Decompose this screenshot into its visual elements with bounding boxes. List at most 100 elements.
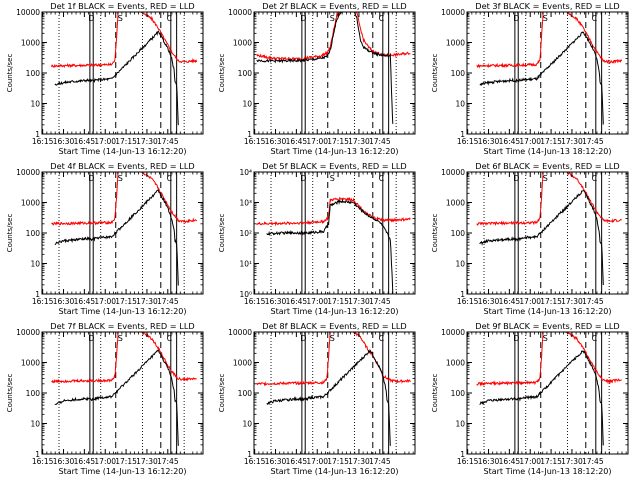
panel-det-9: Det 9f BLACK = Events, RED = LLD D S C 1 10 10… — [431, 321, 629, 476]
panel-det-2: Det 2f BLACK = Events, RED = LLD D S C 1 10 10… — [218, 1, 416, 156]
y-tick-label-4-2: 100 — [26, 229, 41, 238]
y-tick-label-6-0: 1 — [460, 290, 465, 299]
x-tick-label-4-6: 17:45 — [157, 297, 179, 306]
annotation-8-2: C — [379, 334, 385, 343]
y-tick-label-3-1: 10 — [455, 100, 465, 109]
y-tick-label-1-3: 1000 — [21, 39, 40, 48]
y-tick-label-7-0: 1 — [35, 450, 40, 459]
x-axis-label-3: Start Time (14-Jun-13 18:12:20) — [484, 147, 612, 156]
lld-series-8 — [256, 332, 411, 387]
x-tick-label-6-0: 16:15 — [457, 297, 479, 306]
annotation-6-0: D — [513, 174, 519, 183]
x-tick-label-8-4: 17:15 — [327, 457, 349, 466]
y-tick-label-8-2: 100 — [238, 389, 253, 398]
x-tick-label-2-5: 17:30 — [348, 137, 370, 146]
events-series-6 — [479, 190, 604, 286]
x-axis-label-6: Start Time (14-Jun-13 16:12:20) — [484, 307, 612, 316]
annotation-7-2: C — [167, 334, 173, 343]
x-tick-label-8-2: 16:45 — [286, 457, 308, 466]
y-tick-label-5-0: 10⁰ — [239, 290, 252, 299]
panel-title-3: Det 3f BLACK = Events, RED = LLD — [475, 1, 619, 11]
x-tick-label-8-0: 16:15 — [244, 457, 266, 466]
y-tick-label-6-3: 1000 — [446, 199, 465, 208]
annotation-9-2: C — [592, 334, 598, 343]
x-tick-label-9-0: 16:15 — [457, 457, 479, 466]
y-tick-label-4-4: 10000 — [16, 168, 40, 177]
x-tick-label-5-5: 17:30 — [348, 297, 370, 306]
y-tick-label-9-2: 100 — [451, 389, 466, 398]
x-tick-label-1-6: 17:45 — [157, 137, 179, 146]
x-tick-label-8-1: 16:30 — [265, 457, 287, 466]
y-tick-label-4-1: 10 — [30, 260, 40, 269]
x-axis-label-5: Start Time (14-Jun-13 16:12:20) — [271, 307, 399, 316]
y-tick-label-8-3: 1000 — [233, 359, 252, 368]
x-tick-label-4-2: 16:45 — [74, 297, 96, 306]
x-tick-label-6-1: 16:30 — [478, 297, 500, 306]
y-tick-label-9-1: 10 — [455, 420, 465, 429]
lld-series-6 — [476, 172, 622, 227]
plot-frame-1 — [41, 11, 204, 135]
x-tick-label-6-5: 17:30 — [561, 297, 583, 306]
y-tick-label-2-0: 1 — [247, 130, 252, 139]
x-tick-label-8-6: 17:45 — [369, 457, 391, 466]
panel-title-1: Det 1f BLACK = Events, RED = LLD — [50, 1, 194, 11]
annotation-3-0: D — [513, 14, 519, 23]
annotation-4-0: D — [88, 174, 94, 183]
x-tick-label-3-5: 17:30 — [561, 137, 583, 146]
y-tick-label-9-4: 10000 — [441, 328, 465, 337]
y-tick-label-1-0: 1 — [35, 130, 40, 139]
x-tick-label-2-0: 16:15 — [244, 137, 266, 146]
x-tick-label-7-6: 17:45 — [157, 457, 179, 466]
y-tick-label-2-1: 10 — [242, 100, 252, 109]
y-tick-label-2-2: 100 — [238, 69, 253, 78]
x-tick-label-7-2: 16:45 — [74, 457, 96, 466]
annotation-9-0: D — [513, 334, 519, 343]
lld-series-7 — [51, 332, 197, 384]
y-tick-label-1-1: 10 — [30, 100, 40, 109]
y-tick-label-6-2: 100 — [451, 229, 466, 238]
x-tick-label-2-6: 17:45 — [369, 137, 391, 146]
y-tick-label-5-4: 10⁴ — [239, 168, 252, 177]
x-tick-label-5-4: 17:15 — [327, 297, 349, 306]
y-tick-label-3-0: 1 — [460, 130, 465, 139]
annotation-7-1: S — [118, 334, 123, 343]
x-axis-label-1: Start Time (14-Jun-13 16:12:20) — [59, 147, 187, 156]
lld-series-5 — [256, 196, 411, 227]
y-tick-label-4-3: 1000 — [21, 199, 40, 208]
annotation-4-1: S — [118, 174, 123, 183]
events-series-8 — [266, 349, 391, 446]
panel-title-8: Det 8f BLACK = Events, RED = LLD — [262, 321, 406, 331]
plot-frame-9 — [466, 331, 629, 455]
x-tick-label-1-2: 16:45 — [74, 137, 96, 146]
panel-title-9: Det 9f BLACK = Events, RED = LLD — [475, 321, 619, 331]
panel-title-2: Det 2f BLACK = Events, RED = LLD — [262, 1, 406, 11]
x-tick-label-5-0: 16:15 — [244, 297, 266, 306]
x-axis-label-7: Start Time (14-Jun-13 16:12:20) — [59, 467, 187, 476]
panel-title-5: Det 5f BLACK = Events, RED = LLD — [262, 161, 406, 171]
x-tick-label-3-3: 17:00 — [519, 137, 541, 146]
x-tick-label-6-3: 17:00 — [519, 297, 541, 306]
y-tick-label-8-0: 1 — [247, 450, 252, 459]
y-axis-label-6: Counts/sec — [431, 214, 439, 253]
events-series-7 — [54, 349, 179, 446]
panel-title-6: Det 6f BLACK = Events, RED = LLD — [475, 161, 619, 171]
events-series-2 — [256, 12, 394, 124]
events-series-9 — [479, 350, 604, 446]
x-tick-label-3-0: 16:15 — [457, 137, 479, 146]
x-tick-label-5-1: 16:30 — [265, 297, 287, 306]
y-tick-label-3-3: 1000 — [446, 39, 465, 48]
y-tick-label-3-2: 100 — [451, 69, 466, 78]
x-tick-label-2-3: 17:00 — [306, 137, 328, 146]
x-tick-label-2-4: 17:15 — [327, 137, 349, 146]
x-tick-label-6-4: 17:15 — [540, 297, 562, 306]
x-tick-label-4-3: 17:00 — [94, 297, 116, 306]
y-axis-label-2: Counts/sec — [218, 54, 226, 93]
x-tick-label-4-1: 16:30 — [53, 297, 75, 306]
annotation-5-0: D — [300, 174, 306, 183]
panel-det-1: Det 1f BLACK = Events, RED = LLD D S C 1 10 10… — [6, 1, 204, 156]
x-tick-label-4-0: 16:15 — [32, 297, 54, 306]
panel-det-5: Det 5f BLACK = Events, RED = LLD D S C 10⁰ 10… — [218, 161, 416, 316]
annotation-2-1: S — [330, 14, 335, 23]
annotation-8-0: D — [300, 334, 306, 343]
